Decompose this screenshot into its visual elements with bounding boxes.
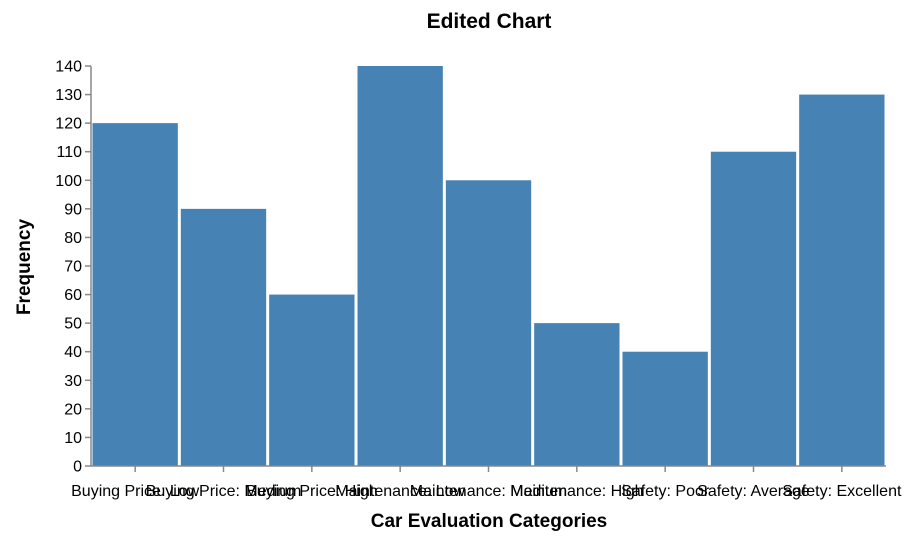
bar-1 [180,208,267,466]
x-tick-label: Maintenance: Medium [410,483,567,500]
y-tick-label: 60 [64,287,82,304]
y-tick-label: 100 [55,173,82,190]
x-tick-label: Buying Price: High [246,483,378,500]
y-tick-label: 10 [64,430,82,447]
bar-7 [710,151,797,466]
y-tick-label: 90 [64,201,82,218]
y-tick-label: 20 [64,401,82,418]
y-tick-label: 0 [73,459,82,476]
bar-2 [269,294,355,466]
y-tick-label: 140 [55,59,82,76]
y-tick-label: 110 [56,144,82,161]
y-axis-title: Frequency [14,219,35,316]
bar-4 [445,180,532,467]
x-tick-label: Safety: Excellent [782,483,902,500]
y-axis: 0 10 20 30 40 50 60 70 80 90 100 110 120 130 140 [55,59,92,476]
y-tick-label: 70 [64,259,82,276]
chart-title: Edited Chart [427,10,552,33]
bar-8 [799,94,885,467]
x-tick-label: Safety: Average [697,483,810,500]
bar-6 [622,351,708,466]
y-tick-label: 30 [64,373,82,390]
y-tick-label: 120 [55,116,82,133]
x-tick-label: Buying Price: Low [71,483,200,500]
bar-0 [92,123,178,467]
bar-5 [534,323,620,466]
x-axis-title: Car Evaluation Categories [371,511,608,532]
y-tick-label: 80 [64,230,82,247]
x-tick-label: Maintenance: Low [335,483,465,500]
y-tick-label: 40 [64,344,82,361]
y-tick-label: 130 [55,87,82,104]
x-tick-label: Maintenance: High [510,483,643,500]
x-tick-label: Safety: Poor [621,483,710,500]
y-tick-label: 50 [64,316,82,333]
bar-3 [357,66,443,466]
x-tick-label: Buying Price: Medium [146,483,302,500]
bars-group [92,66,885,467]
